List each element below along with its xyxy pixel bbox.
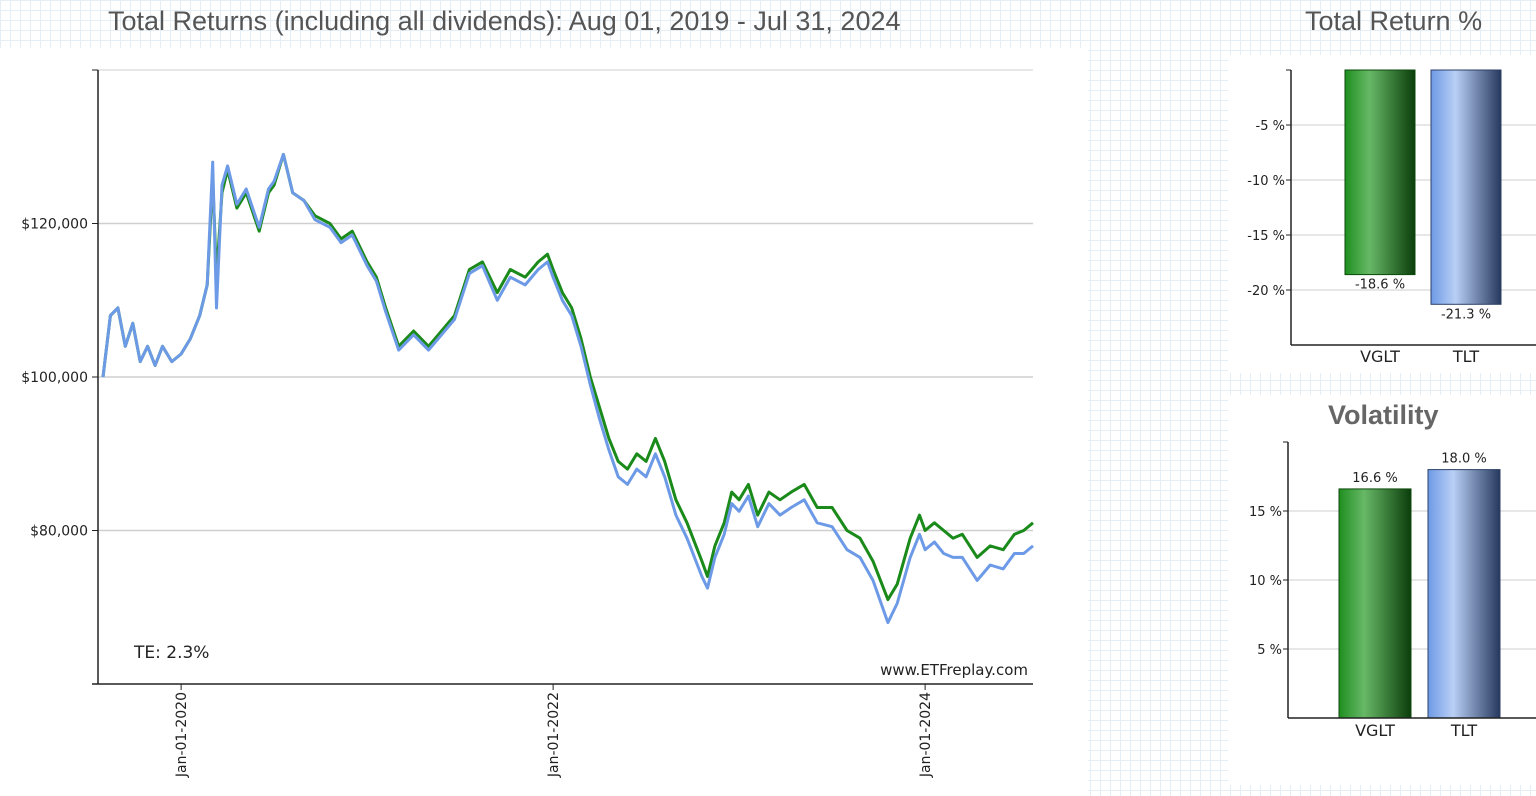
bar-value-label: 16.6 % [1352, 471, 1397, 486]
main-y-tick-label: $80,000 [30, 524, 88, 540]
main-chart-panel [0, 48, 1088, 796]
bar-value-label: 18.0 % [1441, 452, 1486, 467]
bar-y-tick-label: -20 % [1247, 284, 1285, 299]
main-x-tick-label: Jan-01-2020 [174, 692, 190, 778]
bar-y-tick-label: -10 % [1247, 174, 1285, 189]
bar-y-tick-label: 5 % [1257, 643, 1282, 658]
main-chart-title: Total Returns (including all dividends):… [108, 6, 901, 36]
series-line-tlt [101, 152, 1034, 625]
bar-y-tick-label: -15 % [1247, 229, 1285, 244]
bar-vglt [1338, 488, 1412, 719]
bar-y-tick-label: 10 % [1249, 574, 1282, 589]
tracking-error-annotation: TE: 2.3% [133, 643, 209, 663]
bar-y-tick-label: -5 % [1256, 119, 1285, 134]
bar-tlt [1427, 469, 1501, 719]
bar-category-label: TLT [1450, 721, 1477, 740]
bar-tlt [1430, 69, 1502, 305]
bar-category-label: VGLT [1355, 721, 1395, 740]
bar-category-label: VGLT [1360, 347, 1400, 366]
volatility-chart-title: Volatility [1328, 400, 1439, 430]
bar-y-tick-label: 15 % [1249, 505, 1282, 520]
bar-vglt [1344, 69, 1416, 276]
watermark[interactable]: www.ETFreplay.com [880, 661, 1028, 679]
main-x-tick-label: Jan-01-2024 [918, 692, 934, 778]
main-y-tick-label: $100,000 [21, 370, 88, 386]
main-x-tick-label: Jan-01-2022 [546, 692, 562, 778]
bar-value-label: -18.6 % [1355, 278, 1405, 293]
bar-value-label: -21.3 % [1441, 307, 1491, 322]
bar-category-label: TLT [1452, 347, 1479, 366]
return-chart-title: Total Return % [1305, 6, 1483, 36]
main-y-tick-label: $120,000 [21, 217, 88, 233]
